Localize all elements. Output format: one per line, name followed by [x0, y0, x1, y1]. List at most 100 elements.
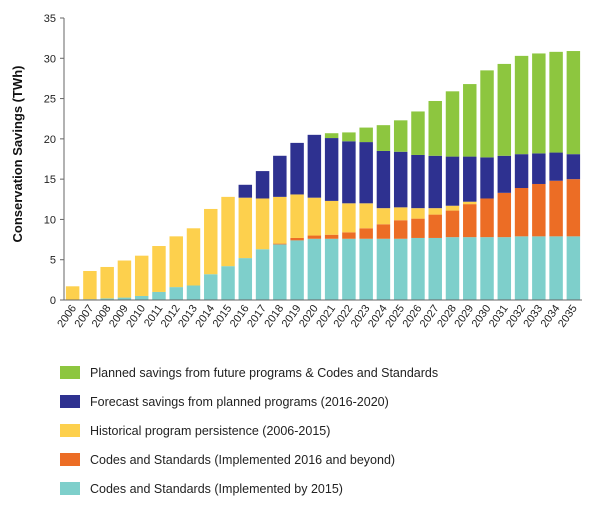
bar-segment	[463, 201, 477, 205]
bar-segment	[152, 246, 166, 292]
bar-segment	[324, 234, 339, 239]
bar-segment	[532, 53, 546, 154]
legend-item: Forecast savings from planned programs (…	[60, 387, 560, 416]
bar-segment	[514, 236, 529, 300]
bar-segment	[532, 183, 546, 237]
bar-segment	[480, 198, 494, 238]
legend-item: Codes and Standards (Implemented 2016 an…	[60, 445, 560, 474]
y-tick-label: 15	[44, 174, 56, 186]
bar-segment	[497, 155, 512, 193]
bar-segment	[186, 285, 201, 300]
bar-segment	[428, 208, 442, 215]
bar-segment	[393, 120, 408, 152]
bar-segment	[566, 154, 581, 180]
legend-label: Historical program persistence (2006-201…	[90, 423, 331, 438]
y-tick-label: 10	[44, 214, 56, 226]
bar-segment	[273, 155, 287, 197]
bar-segment	[463, 204, 477, 238]
bar-segment	[480, 237, 494, 300]
x-tick-label: 2035	[556, 303, 580, 330]
legend-label: Planned savings from future programs & C…	[90, 365, 439, 380]
bar-segment	[428, 214, 442, 238]
bar-segment	[393, 220, 408, 239]
bar-segment	[445, 91, 460, 157]
bar-segment	[359, 228, 373, 239]
bar-segment	[342, 238, 356, 300]
bar-segment	[290, 237, 304, 241]
bar-segment	[411, 208, 425, 219]
bar-segment	[169, 236, 183, 288]
bar-segment	[514, 154, 529, 189]
bar-segment	[273, 196, 287, 244]
bar-segment	[204, 274, 218, 300]
bar-segment	[238, 197, 253, 259]
bar-segment	[221, 196, 235, 267]
legend-swatch	[60, 366, 80, 379]
bar-segment	[428, 155, 442, 209]
bar-segment	[359, 127, 373, 143]
bar-segment	[307, 197, 322, 236]
bar-segment	[393, 151, 408, 208]
bar-segment	[514, 188, 529, 237]
legend-item: Planned savings from future programs & C…	[60, 358, 560, 387]
bar-segment	[393, 238, 408, 300]
bar-segment	[342, 132, 356, 142]
bar-segment	[411, 111, 425, 155]
bar-segment	[463, 237, 477, 300]
stacked-bar-chart: Conservation Savings (TWh) 0 5 10 15 20 25 30 3…	[10, 13, 582, 330]
bar-segment	[169, 287, 183, 300]
bar-segment	[324, 138, 339, 201]
bar-segment	[342, 203, 356, 233]
bar-segment	[134, 295, 149, 300]
bar-segment	[186, 228, 201, 286]
bar-segment	[376, 125, 391, 151]
y-tick-label: 35	[44, 13, 56, 25]
legend-label: Codes and Standards (Implemented 2016 an…	[90, 452, 396, 467]
bar-segment	[497, 192, 512, 238]
bar-segment	[255, 171, 270, 199]
bar-segment	[273, 244, 287, 300]
bar-segment	[549, 236, 563, 300]
bar-segment	[359, 203, 373, 229]
bar-segment	[463, 156, 477, 202]
bar-segment	[549, 152, 563, 181]
bar-segment	[324, 133, 339, 139]
bar-segment	[480, 70, 494, 158]
bar-segment	[549, 51, 563, 153]
bar-segment	[376, 224, 391, 239]
bar-segment	[532, 153, 546, 184]
legend-label: Codes and Standards (Implemented by 2015…	[90, 481, 343, 496]
bar-segment	[359, 142, 373, 204]
y-tick-label: 5	[50, 255, 56, 267]
bar-segment	[307, 134, 322, 198]
bar-segment	[532, 236, 546, 300]
bar-segment	[117, 260, 132, 298]
bar-segment	[376, 238, 391, 300]
legend-swatch	[60, 395, 80, 408]
bar-segment	[65, 286, 80, 300]
x-axis: 2006200720082009201020112012201320142015…	[55, 299, 582, 330]
bar-segment	[100, 298, 114, 300]
y-tick-label: 20	[44, 134, 56, 146]
y-tick-label: 25	[44, 94, 56, 106]
bar-segment	[238, 258, 253, 300]
bar-segment	[566, 236, 581, 300]
legend-item: Codes and Standards (Implemented by 2015…	[60, 474, 560, 503]
legend-label: Forecast savings from planned programs (…	[90, 394, 389, 409]
bar-segment	[117, 297, 132, 300]
bar-segment	[290, 240, 304, 300]
bar-segment	[463, 84, 477, 157]
bar-segment	[255, 249, 270, 300]
bar-segment	[324, 238, 339, 300]
bar-segment	[134, 255, 149, 296]
bar-segment	[342, 232, 356, 239]
bar-segment	[221, 266, 235, 300]
legend: Planned savings from future programs & C…	[60, 358, 560, 503]
bar-segment	[152, 291, 166, 300]
bar-segment	[445, 237, 460, 300]
bar-segment	[480, 157, 494, 199]
bar-segment	[307, 238, 322, 300]
bar-segment	[307, 235, 322, 239]
y-tick-label: 30	[44, 53, 56, 65]
y-axis: 0 5 10 15 20 25 30 35	[44, 13, 65, 307]
